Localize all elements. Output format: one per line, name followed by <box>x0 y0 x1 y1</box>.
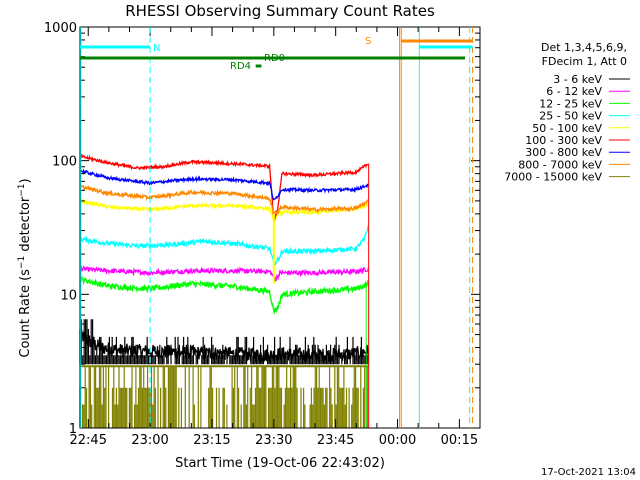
axes: 1 10 100 1000 22:45 23:00 23:15 23:30 23:45 00:00… <box>44 21 481 448</box>
annotation-rd4: RD4 <box>230 61 251 72</box>
series-line-5 <box>79 153 369 222</box>
x-tick-label: 23:00 <box>131 433 168 448</box>
axes-frame <box>79 26 481 429</box>
chart-title: RHESSI Observing Summary Count Rates <box>125 2 435 20</box>
y-tick-label: 1000 <box>44 21 77 36</box>
legend-label: 25 - 50 keV <box>539 110 602 123</box>
series-line-0 <box>79 328 370 363</box>
x-tick-label: 23:30 <box>255 433 292 448</box>
legend-label: 3 - 6 keV <box>553 73 602 86</box>
y-tick-label: 1 <box>69 422 77 437</box>
y-tick-label: 100 <box>52 155 77 170</box>
x-tick-label: 00:00 <box>379 433 416 448</box>
legend-label: 800 - 7000 keV <box>518 158 602 171</box>
x-tick-label: 22:45 <box>70 433 107 448</box>
legend-label: 50 - 100 keV <box>532 122 602 135</box>
legend-header-line-1: Det 1,3,4,5,6,9, <box>541 41 627 54</box>
series-line-2 <box>79 275 370 315</box>
annotations: N S RD0 RD4 <box>80 27 474 428</box>
x-tick-label: 00:15 <box>441 433 478 448</box>
x-tick-label: 23:15 <box>193 433 230 448</box>
legend-label: 6 - 12 keV <box>546 85 602 98</box>
annotation-s: S <box>365 36 371 47</box>
series-line-7 <box>79 184 370 217</box>
legend-label: 7000 - 15000 keV <box>504 171 602 184</box>
plot-area <box>79 153 370 428</box>
series-line-6 <box>79 168 370 201</box>
series-line-4 <box>79 198 369 222</box>
series-line-1 <box>79 265 370 282</box>
y-axis-label: Count Rate (s−1 detector−1) <box>17 178 33 357</box>
x-axis-label: Start Time (19-Oct-06 22:43:02) <box>175 456 385 471</box>
legend-header-line-2: FDecim 1, Att 0 <box>542 55 627 68</box>
footer-date: 17-Oct-2021 13:04 <box>541 467 636 478</box>
series-line-3 <box>79 224 370 266</box>
legend-label: 300 - 800 keV <box>525 146 602 159</box>
annotation-rd0: RD0 <box>264 53 285 64</box>
y-tick-label: 10 <box>60 288 77 303</box>
annotation-n: N <box>153 43 160 54</box>
legend-label: 100 - 300 keV <box>525 134 602 147</box>
legend-label: 12 - 25 keV <box>539 97 602 110</box>
x-tick-label: 23:45 <box>317 433 354 448</box>
